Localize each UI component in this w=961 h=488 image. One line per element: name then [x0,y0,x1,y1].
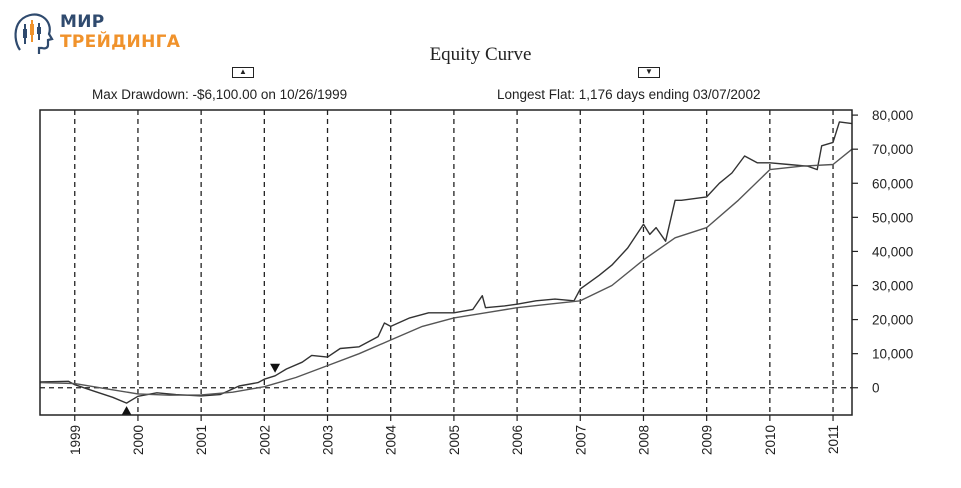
y-tick-label: 60,000 [872,176,913,191]
triangle-down-marker [270,363,281,373]
head-chart-logo-icon [14,13,54,54]
y-tick-label: 30,000 [872,279,913,294]
brand-line1: МИР [60,12,105,32]
y-tick-label: 20,000 [872,313,913,328]
brand-logo: МИР ТРЕЙДИНГА [12,10,202,60]
x-axis: 1999 2000 2001 2002 2003 2004 2005 2006 2007 2008… [68,415,841,455]
y-tick-label: 10,000 [872,347,913,362]
triangle-up-marker [121,406,132,416]
max-drawdown-annotation: Max Drawdown: -$6,100.00 on 10/26/1999 [92,87,348,102]
chart-title: Equity Curve [429,44,532,65]
y-tick-label: 80,000 [872,108,913,123]
x-tick-label: 2006 [510,425,525,455]
x-tick-label: 2008 [636,425,651,455]
brand-line2: ТРЕЙДИНГА [60,32,181,52]
x-tick-label: 2009 [700,425,715,455]
y-tick-label: 70,000 [872,142,913,157]
x-tick-label: 2000 [131,425,146,455]
drawdown-legend-marker: ▲ [232,67,254,78]
grid [40,110,852,415]
equity-line [39,121,853,404]
markers [121,363,281,416]
x-tick-label: 2003 [321,425,336,455]
x-tick-label: 2010 [763,425,778,455]
plot-frame [39,109,853,416]
moving-average-line [39,148,853,396]
x-tick-label: 2002 [257,425,272,455]
y-axis: 0 10,000 20,000 30,000 40,000 50,000 60,000 70,… [852,108,913,396]
y-tick-label: 40,000 [872,244,913,259]
y-tick-label: 0 [872,381,880,396]
x-tick-label: 2001 [194,425,209,455]
x-tick-label: 2011 [826,425,841,454]
y-tick-label: 50,000 [872,210,913,225]
longest-flat-annotation: Longest Flat: 1,176 days ending 03/07/20… [497,87,761,102]
x-tick-label: 2005 [447,425,462,455]
flat-legend-marker: ▼ [638,67,660,78]
x-tick-label: 2007 [573,425,588,455]
x-tick-label: 1999 [68,425,83,455]
x-tick-label: 2004 [384,425,399,456]
series-layer [39,121,853,404]
